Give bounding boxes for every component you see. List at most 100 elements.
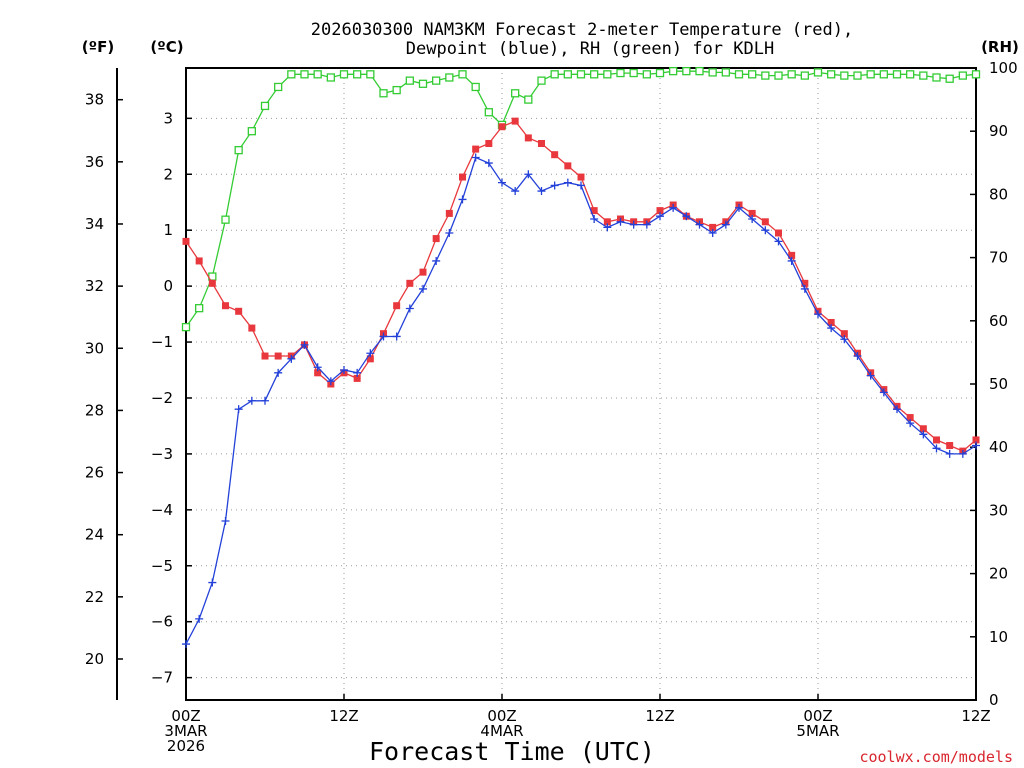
temperature-point — [195, 257, 203, 265]
rh-point — [906, 70, 915, 79]
dewpoint-point — [419, 284, 427, 293]
dewpoint-point — [629, 220, 638, 229]
dewpoint-point — [392, 332, 401, 341]
celsius-tick-label: −5 — [151, 557, 173, 575]
rh-tick-label: 20 — [989, 565, 1008, 583]
rh-point — [326, 73, 335, 82]
celsius-tick-label: 2 — [163, 165, 173, 183]
temperature-point — [590, 207, 598, 215]
dewpoint-point — [287, 354, 296, 363]
fahrenheit-tick-label: 38 — [85, 91, 104, 109]
celsius-tick-label: −7 — [151, 669, 173, 687]
celsius-axis-unit: (ºC) — [150, 38, 183, 56]
dewpoint-point — [577, 181, 585, 190]
rh-point — [655, 68, 665, 78]
rh-point — [353, 70, 362, 79]
dewpoint-point — [590, 215, 599, 224]
fahrenheit-tick-label: 34 — [85, 215, 104, 233]
rh-point — [511, 89, 520, 98]
rh-point — [287, 70, 296, 79]
dewpoint-point — [405, 304, 414, 313]
grid-lines — [186, 68, 976, 700]
dewpoint-point — [313, 363, 322, 372]
dewpoint-point — [814, 310, 822, 319]
x-tick-label: 12Z — [329, 707, 358, 725]
celsius-tick-label: −6 — [151, 613, 173, 631]
dewpoint-point — [458, 195, 467, 204]
rh-point — [405, 76, 414, 85]
rh-point — [339, 70, 349, 79]
temperature-point — [419, 268, 427, 276]
rh-point — [524, 95, 533, 104]
temperature-point — [577, 173, 585, 181]
rh-tick-label: 90 — [989, 122, 1008, 140]
rh-point — [971, 70, 981, 79]
dewpoint-point — [550, 181, 559, 190]
dewpoint-point — [906, 419, 915, 428]
fahrenheit-axis-unit: (ºF) — [82, 38, 114, 56]
rh-point — [919, 71, 928, 80]
dewpoint-point — [221, 517, 230, 526]
dewpoint-point — [432, 256, 441, 265]
dewpoint-point — [642, 220, 651, 229]
dewpoint-point — [774, 237, 783, 246]
rh-point — [221, 215, 230, 224]
rh-point — [958, 71, 967, 80]
rh-point — [708, 68, 717, 77]
temperature-point — [788, 251, 796, 259]
x-tick-label: 3MAR — [164, 722, 207, 740]
dewpoint-point — [735, 203, 743, 212]
rh-point — [603, 70, 612, 79]
temperature-point — [182, 237, 190, 245]
temperature-point — [498, 123, 506, 131]
x-axis-title: Forecast Time (UTC) — [369, 737, 655, 766]
x-tick-label: 00Z — [803, 707, 832, 725]
rh-point — [313, 70, 322, 79]
x-tick-label: 4MAR — [480, 722, 523, 740]
fahrenheit-tick-label: 22 — [85, 588, 104, 606]
celsius-tick-label: −3 — [151, 445, 173, 463]
temperature-point — [748, 209, 756, 217]
rh-point — [300, 70, 309, 79]
dewpoint-point — [353, 368, 362, 377]
rh-point — [892, 70, 902, 79]
dewpoint-point — [326, 377, 335, 386]
dewpoint-point — [616, 217, 625, 226]
rh-tick-label: 0 — [989, 691, 999, 709]
rh-point — [774, 71, 783, 80]
rh-point — [787, 70, 796, 79]
fahrenheit-tick-label: 30 — [85, 339, 104, 357]
rh-point — [813, 68, 823, 77]
temperature-point — [208, 279, 216, 287]
chart-title-line-2: Dewpoint (blue), RH (green) for KDLH — [406, 39, 774, 59]
rh-tick-label: 60 — [989, 312, 1008, 330]
dewpoint-point — [945, 449, 954, 458]
rh-point — [669, 67, 678, 76]
temperature-point — [459, 173, 466, 181]
dewpoint-point — [274, 368, 283, 377]
dewpoint-point — [853, 352, 862, 361]
rh-axis-unit: (RH) — [981, 38, 1019, 56]
axes — [116, 67, 977, 701]
rh-point — [432, 76, 441, 85]
x-tick-label: 12Z — [645, 707, 674, 725]
rh-point — [260, 101, 270, 111]
chart-title-line-1: 2026030300 NAM3KM Forecast 2-meter Tempe… — [311, 20, 853, 40]
dewpoint-point — [340, 366, 348, 375]
temperature-point — [248, 324, 256, 332]
temperature-point — [511, 117, 519, 125]
rh-tick-label: 70 — [989, 249, 1008, 267]
rh-point — [484, 108, 493, 117]
rh-point — [761, 71, 770, 80]
x-tick-label: 00Z — [171, 707, 200, 725]
dewpoint-point — [445, 228, 454, 237]
dewpoint-point — [379, 332, 388, 341]
rh-point — [458, 70, 467, 79]
dewpoint-point — [656, 212, 664, 221]
rh-point — [418, 79, 428, 88]
temperature-point — [801, 279, 809, 287]
dewpoint-point — [958, 449, 967, 458]
x-tick-label: 5MAR — [796, 722, 839, 740]
rh-point — [576, 70, 586, 79]
dewpoint-point — [498, 178, 506, 187]
